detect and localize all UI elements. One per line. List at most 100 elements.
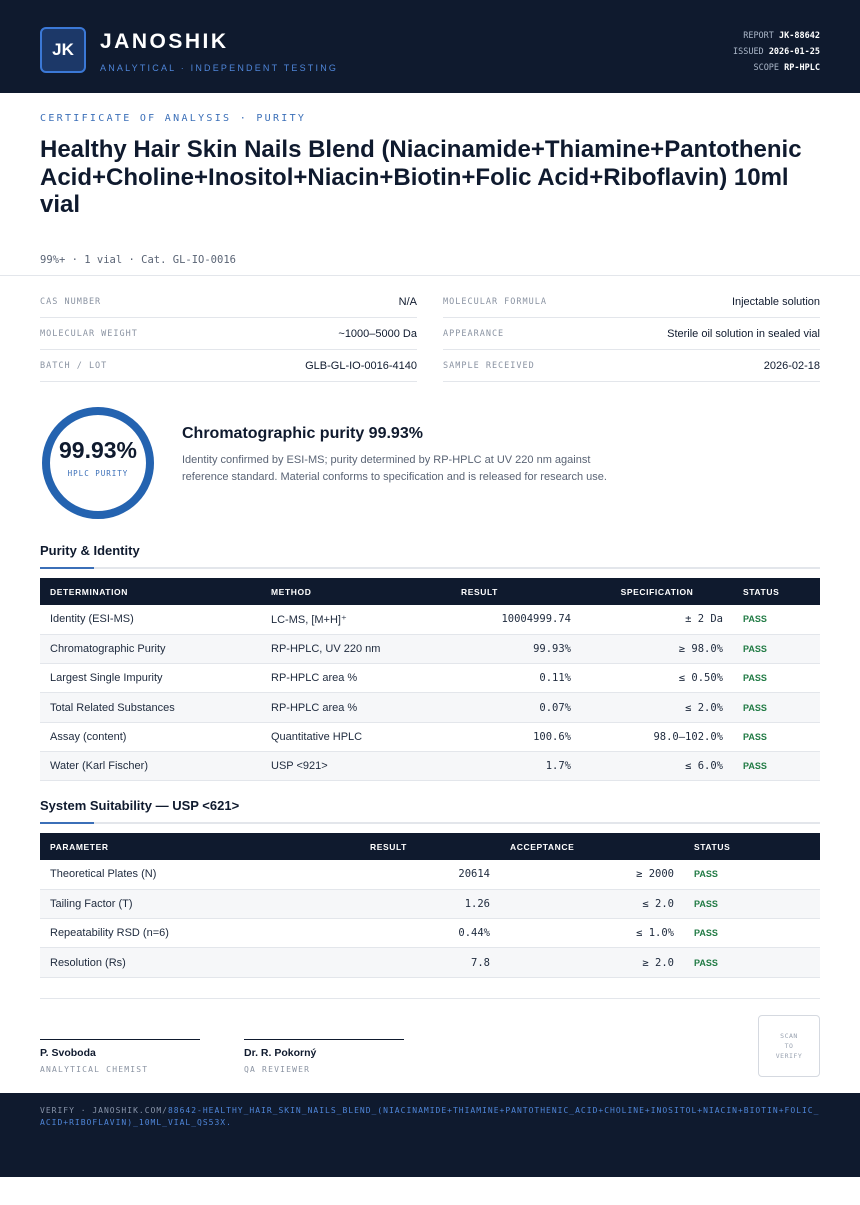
specification-cell: ≤ 2.0% xyxy=(581,692,733,723)
report-label: REPORT xyxy=(743,31,774,41)
brand-tagline: ANALYTICAL · INDEPENDENT TESTING xyxy=(100,63,339,73)
property-received: SAMPLE RECEIVED 2026-02-18 xyxy=(443,350,820,382)
property-value: 2026-02-18 xyxy=(763,360,820,372)
method-cell: RP-HPLC area % xyxy=(261,663,451,694)
property-label: SAMPLE RECEIVED xyxy=(443,361,535,371)
column-header: ACCEPTANCE xyxy=(500,833,684,860)
signatory-name: P. Svoboda xyxy=(40,1047,96,1059)
column-header: RESULT xyxy=(360,833,500,860)
verify-link[interactable]: VERIFY · JANOSHIK.COM/88642-HEALTHY_HAIR… xyxy=(40,1105,820,1133)
method-cell: RP-HPLC, UV 220 nm xyxy=(261,634,451,665)
determination-cell: Water (Karl Fischer) xyxy=(40,751,261,782)
determination-cell: Chromatographic Purity xyxy=(40,634,261,665)
purity-table: DETERMINATION METHOD RESULT SPECIFICATIO… xyxy=(40,578,820,782)
method-cell: RP-HPLC area % xyxy=(261,692,451,723)
determination-cell: Assay (content) xyxy=(40,722,261,752)
table-row: Theoretical Plates (N) 20614 ≥ 2000 PASS xyxy=(40,860,820,890)
product-subline: 99%+ · 1 vial · Cat. GL-IO-0016 xyxy=(40,254,236,266)
acceptance-cell: ≤ 1.0% xyxy=(500,918,684,949)
determination-cell: Total Related Substances xyxy=(40,692,261,723)
signatory-role: QA REVIEWER xyxy=(244,1065,311,1074)
purity-headline: Chromatographic purity 99.93% xyxy=(182,425,423,442)
table-row: Assay (content) Quantitative HPLC 100.6%… xyxy=(40,722,820,752)
issued-label: ISSUED xyxy=(732,47,764,57)
property-cas: CAS NUMBER N/A xyxy=(40,286,417,318)
table-row: Water (Karl Fischer) USP <921> 1.7% ≤ 6.… xyxy=(40,751,820,782)
brand-name: JANOSHIK xyxy=(100,30,229,53)
result-cell: 20614 xyxy=(360,860,500,890)
table-header-row: DETERMINATION METHOD RESULT SPECIFICATIO… xyxy=(40,578,820,605)
property-weight: MOLECULAR WEIGHT ~1000–5000 Da xyxy=(40,318,417,350)
status-badge: PASS xyxy=(733,692,820,723)
signature-block: P. Svoboda ANALYTICAL CHEMIST xyxy=(40,1039,200,1074)
section-rule-accent xyxy=(40,567,94,569)
logo: JK xyxy=(40,27,86,73)
result-cell: 100.6% xyxy=(451,722,581,752)
status-badge: PASS xyxy=(733,634,820,665)
verify-prefix: VERIFY · JANOSHIK.COM/ xyxy=(40,1106,168,1115)
divider xyxy=(0,275,860,276)
status-badge: PASS xyxy=(684,947,820,978)
report-footer: VERIFY · JANOSHIK.COM/88642-HEALTHY_HAIR… xyxy=(0,1093,860,1177)
table-row: Largest Single Impurity RP-HPLC area % 0… xyxy=(40,663,820,694)
report-header: JK JANOSHIK ANALYTICAL · INDEPENDENT TES… xyxy=(0,0,860,93)
property-formula: MOLECULAR FORMULA Injectable solution xyxy=(443,286,820,318)
verify-qr-code[interactable]: SCAN TO VERIFY xyxy=(758,1015,820,1077)
purity-ring-arc xyxy=(42,407,154,519)
result-cell: 0.07% xyxy=(451,692,581,723)
column-header: METHOD xyxy=(261,578,451,605)
property-value: GLB-GL-IO-0016-4140 xyxy=(305,360,417,372)
verify-url[interactable]: 88642-HEALTHY_HAIR_SKIN_NAILS_BLEND_(NIA… xyxy=(40,1106,820,1127)
table-row: Chromatographic Purity RP-HPLC, UV 220 n… xyxy=(40,634,820,665)
status-badge: PASS xyxy=(733,605,820,635)
column-header: STATUS xyxy=(733,578,820,605)
result-cell: 0.44% xyxy=(360,918,500,949)
table-row: Tailing Factor (T) 1.26 ≤ 2.0 PASS xyxy=(40,889,820,920)
divider xyxy=(40,998,820,999)
property-batch: BATCH / LOT GLB-GL-IO-0016-4140 xyxy=(40,350,417,382)
table-row: Total Related Substances RP-HPLC area % … xyxy=(40,692,820,723)
parameter-cell: Tailing Factor (T) xyxy=(40,889,360,920)
section-rule xyxy=(40,567,820,569)
suitability-table: PARAMETER RESULT ACCEPTANCE STATUS Theor… xyxy=(40,833,820,978)
parameter-cell: Resolution (Rs) xyxy=(40,947,360,978)
signature-block: Dr. R. Pokorný QA REVIEWER xyxy=(244,1039,404,1074)
table-header-row: PARAMETER RESULT ACCEPTANCE STATUS xyxy=(40,833,820,860)
property-label: CAS NUMBER xyxy=(40,297,102,307)
column-header: STATUS xyxy=(684,833,820,860)
acceptance-cell: ≥ 2.0 xyxy=(500,947,684,978)
parameter-cell: Repeatability RSD (n=6) xyxy=(40,918,360,949)
column-header: DETERMINATION xyxy=(40,578,261,605)
property-label: MOLECULAR FORMULA xyxy=(443,297,547,307)
report-number: JK-88642 xyxy=(779,31,820,41)
section-title-purity: Purity & Identity xyxy=(40,543,140,558)
purity-ring-label: HPLC PURITY xyxy=(67,469,129,478)
result-cell: 1.26 xyxy=(360,889,500,920)
parameter-cell: Theoretical Plates (N) xyxy=(40,860,360,890)
table-row: Repeatability RSD (n=6) 0.44% ≤ 1.0% PAS… xyxy=(40,918,820,949)
result-cell: 10004999.74 xyxy=(451,605,581,635)
purity-description: Identity confirmed by ESI-MS; purity det… xyxy=(182,454,607,483)
table-row: Resolution (Rs) 7.8 ≥ 2.0 PASS xyxy=(40,947,820,978)
property-value: ~1000–5000 Da xyxy=(338,328,417,340)
property-label: MOLECULAR WEIGHT xyxy=(40,329,138,339)
column-header: PARAMETER xyxy=(40,833,360,860)
column-header: SPECIFICATION xyxy=(581,578,733,605)
section-rule xyxy=(40,822,820,824)
section-rule-accent xyxy=(40,822,94,824)
status-badge: PASS xyxy=(733,663,820,694)
purity-value: 99.93% xyxy=(58,437,137,463)
result-cell: 7.8 xyxy=(360,947,500,978)
method-cell: LC-MS, [M+H]⁺ xyxy=(261,605,451,635)
determination-cell: Largest Single Impurity xyxy=(40,663,261,694)
status-badge: PASS xyxy=(733,722,820,752)
signatory-role: ANALYTICAL CHEMIST xyxy=(40,1065,149,1074)
status-badge: PASS xyxy=(684,860,820,890)
scope-label: SCOPE xyxy=(753,63,780,73)
result-cell: 1.7% xyxy=(451,751,581,782)
qr-text: SCAN xyxy=(780,1032,798,1040)
property-value: Injectable solution xyxy=(731,296,820,308)
property-value: N/A xyxy=(398,296,417,308)
determination-cell: Identity (ESI-MS) xyxy=(40,605,261,635)
product-title: Healthy Hair Skin Nails Blend (Niacinami… xyxy=(40,136,802,218)
